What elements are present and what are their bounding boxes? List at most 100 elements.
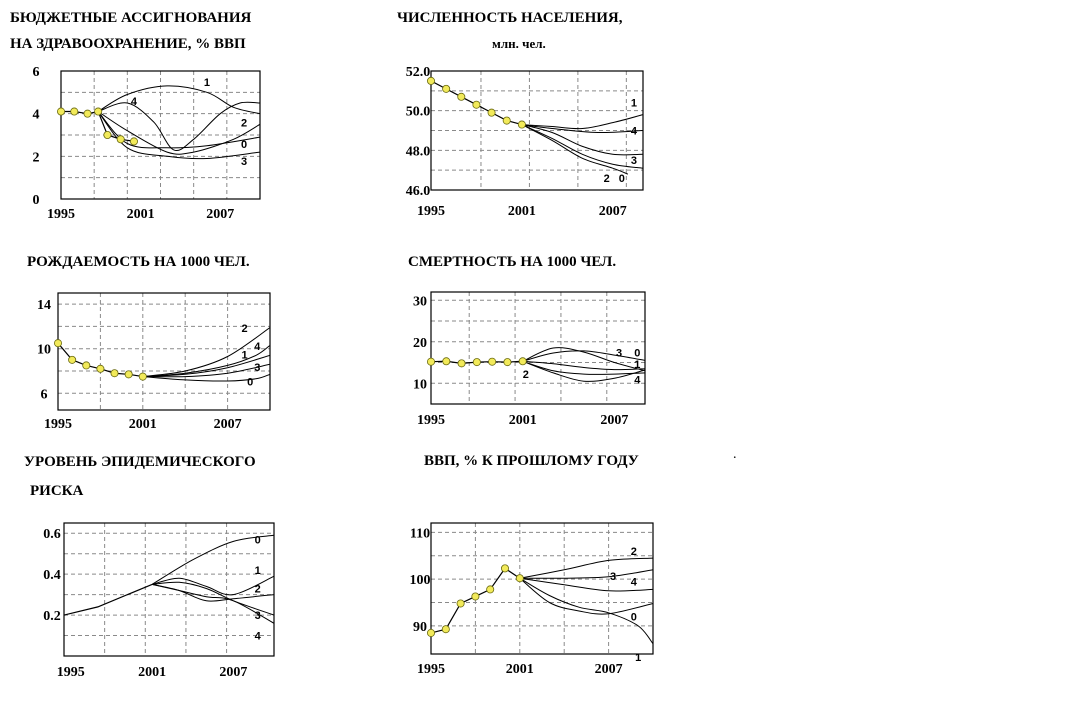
chart-1-series-group [97, 85, 260, 160]
chart-6-observed-point-1 [441, 625, 450, 634]
chart-2-series-label-1: 1 [631, 98, 637, 110]
chart-5-xtick-1: 2001 [138, 665, 166, 680]
chart-3-xtick-1: 2001 [129, 417, 157, 432]
chart-5-frame [63, 522, 275, 657]
chart-1-series-label-1: 1 [204, 77, 210, 89]
chart-4-plot: 10 20 30 1995 2001 2007 3 0 2 1 4 [413, 291, 646, 428]
chart-1-ytick-1: 2 [33, 150, 40, 165]
chart-5-title: УРОВЕНЬ ЭПИДЕМИЧЕСКОГО РИСКА [24, 448, 256, 506]
chart-2-ytick-1: 48.0 [406, 144, 431, 159]
chart-6-observed-point-4 [486, 585, 495, 594]
chart-1-series-0 [97, 111, 260, 149]
chart-3-observed-point-3 [96, 364, 105, 373]
chart-2-observed-point-6 [517, 120, 526, 129]
chart-5-series-3 [152, 581, 274, 616]
chart-3-observed-point-4 [110, 369, 119, 378]
chart-4-xtick-2: 2007 [600, 413, 628, 428]
chart-2-series-label-3: 3 [631, 155, 637, 167]
chart-4-xtick-1: 2001 [509, 413, 537, 428]
chart-6-title-line-1: ВВП, % К ПРОШЛОМУ ГОДУ [424, 453, 639, 469]
chart-4-series-3 [522, 347, 645, 372]
chart-6-xtick-2: 2007 [595, 662, 623, 677]
chart-5-series-4 [151, 583, 274, 624]
chart-4-observed-point-1 [442, 357, 451, 366]
chart-3-observed-point-5 [124, 370, 133, 379]
chart-6-plot: 90 100 110 1995 2001 2007 2 3 4 0 1 [410, 522, 654, 677]
chart-1-xtick-0: 1995 [47, 207, 75, 222]
chart-2-observed-point-2 [457, 92, 466, 101]
chart-4-series-label-2: 2 [523, 369, 529, 381]
chart-3-frame [57, 292, 271, 411]
chart-6-observed-point-0 [426, 628, 435, 637]
chart-6-title: ВВП, % К ПРОШЛОМУ ГОДУ [424, 448, 639, 474]
chart-2-series-label-0: 0 [619, 173, 625, 185]
chart-5-ytick-2: 0.6 [43, 527, 61, 542]
chart-4-series-label-1: 1 [634, 359, 640, 371]
chart-4-title: СМЕРТНОСТЬ НА 1000 ЧЕЛ. [408, 249, 616, 275]
chart-3-observed-point-2 [82, 361, 91, 370]
chart-2-observed-point-0 [426, 76, 435, 85]
chart-4-ytick-1: 20 [413, 336, 427, 351]
chart-4-observed-point-4 [488, 357, 497, 366]
chart-6-observed-point-5 [500, 564, 509, 573]
chart-3-series-1 [142, 354, 270, 378]
chart-5-series-label-3: 3 [255, 610, 261, 622]
chart-4-frame [430, 291, 646, 405]
chart-1-ytick-2: 4 [33, 108, 40, 123]
chart-4-series-label-0: 0 [634, 348, 640, 360]
chart-3-series-label-3: 3 [254, 362, 260, 374]
chart-5-series-label-4: 4 [255, 631, 262, 643]
chart-2-series-4 [521, 124, 643, 134]
chart-2-xtick-2: 2007 [599, 204, 627, 219]
chart-2-series-group [521, 114, 643, 175]
chart-5-ytick-0: 0.2 [43, 609, 61, 624]
chart-5-series-label-2: 2 [255, 584, 261, 596]
chart-4-series-0 [522, 350, 645, 362]
chart-3-ytick-1: 10 [37, 343, 51, 358]
chart-1-observed-point-0 [57, 107, 66, 116]
chart-6-series-group [519, 557, 653, 645]
stray-dot: . [733, 447, 737, 462]
chart-5-series-1 [151, 575, 274, 596]
chart-1-series-label-4: 4 [131, 96, 138, 108]
chart-6-series-label-4: 4 [631, 577, 638, 589]
chart-3-ytick-2: 14 [37, 298, 51, 313]
chart-1-series-2 [97, 111, 260, 155]
chart-3-series-0 [142, 373, 270, 382]
chart-4-ytick-0: 10 [413, 377, 427, 392]
chart-4-xtick-0: 1995 [417, 413, 445, 428]
chart-2-series-3 [521, 124, 643, 156]
chart-3-title-line-1: РОЖДАЕМОСТЬ НА 1000 ЧЕЛ. [27, 254, 250, 270]
chart-5-observed-line [64, 583, 153, 616]
chart-3-series-label-1: 1 [241, 350, 247, 362]
chart-4-observed-point-0 [426, 357, 435, 366]
chart-5-plot: 0.2 0.4 0.6 1995 2001 2007 0 1 2 3 4 [43, 522, 275, 680]
chart-4-series-label-4: 4 [634, 374, 641, 386]
chart-2-xtick-1: 2001 [508, 204, 536, 219]
chart-3-xtick-2: 2007 [214, 417, 242, 432]
chart-1-observed-point-1 [70, 107, 79, 116]
chart-4-observed-point-2 [457, 359, 466, 368]
chart-1-series-label-0: 0 [241, 139, 247, 151]
chart-6-observed-point-3 [471, 592, 480, 601]
chart-2-series-label-2: 2 [604, 173, 610, 185]
chart-4-series-group [522, 347, 645, 382]
chart-1-ytick-3: 6 [33, 65, 40, 80]
chart-6-xtick-1: 2001 [506, 662, 534, 677]
chart-1-frame [60, 70, 261, 200]
chart-3-series-4 [142, 344, 270, 378]
chart-3-observed-point-1 [68, 355, 77, 364]
chart-2-plot: 46.0 48.0 50.0 52.0 1995 2001 2007 1 4 3 2 0 [406, 65, 644, 219]
chart-5-series-label-0: 0 [255, 534, 261, 546]
chart-6-series-label-3: 3 [610, 571, 616, 583]
chart-3-series-group [142, 327, 270, 382]
chart-6-ytick-2: 110 [410, 526, 430, 541]
chart-1-xtick-2: 2007 [206, 207, 234, 222]
chart-6-series-3 [519, 569, 653, 579]
chart-1-observed-point-3 [94, 107, 103, 116]
chart-4-ytick-2: 30 [413, 294, 427, 309]
chart-3-observed-point-0 [54, 339, 63, 348]
chart-1-series-1 [97, 85, 260, 115]
